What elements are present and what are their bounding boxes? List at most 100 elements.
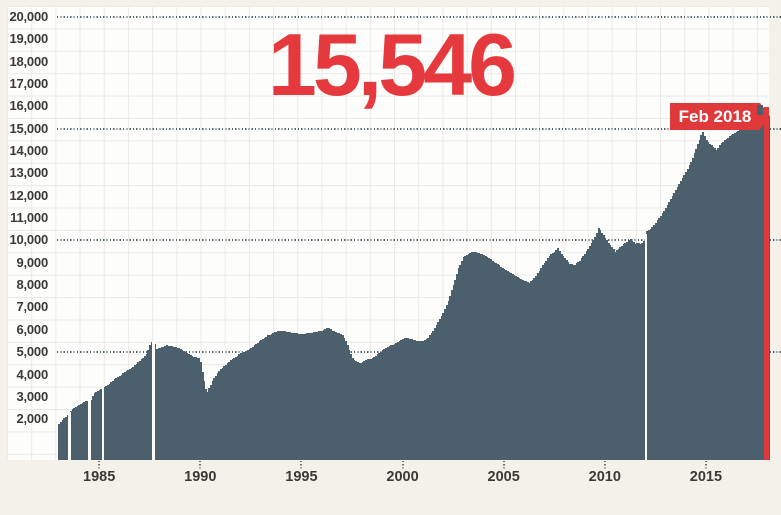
bar [420, 341, 423, 460]
bar [272, 332, 275, 460]
bar [270, 333, 273, 460]
bar [238, 354, 241, 460]
bar [739, 130, 742, 460]
bar [110, 381, 113, 460]
y-axis-label: 5,000 [16, 344, 48, 360]
bar-gap-line [88, 399, 91, 460]
bar [305, 333, 309, 460]
bar [107, 384, 110, 460]
bar [484, 256, 487, 460]
bar [562, 256, 565, 460]
x-axis-label: 1995 [285, 469, 318, 485]
bar [639, 243, 642, 460]
bar [181, 349, 184, 460]
bar [691, 157, 695, 460]
bar-gap-line [101, 386, 105, 460]
bar [683, 175, 686, 460]
bar [378, 353, 381, 460]
bar [705, 139, 708, 460]
bar [737, 131, 740, 460]
bar [191, 355, 194, 460]
bar [550, 254, 553, 460]
bar [543, 262, 546, 460]
bar [231, 359, 234, 460]
bar [263, 337, 266, 460]
bar [487, 258, 491, 460]
bar [240, 353, 243, 460]
bar [702, 132, 705, 460]
bar [619, 247, 622, 460]
bar [393, 343, 396, 460]
bar [481, 254, 484, 460]
bar [108, 383, 111, 460]
bar [69, 410, 73, 460]
bar [133, 365, 137, 460]
x-axis-tick [502, 461, 505, 470]
bar [371, 357, 374, 460]
bar [331, 330, 334, 460]
bar [159, 347, 162, 460]
bar [260, 339, 263, 460]
bar [578, 260, 582, 460]
bar [83, 402, 86, 460]
bar [76, 405, 79, 460]
bar [358, 362, 361, 460]
bar [125, 371, 128, 460]
bar [673, 192, 676, 460]
bar [145, 354, 148, 460]
bar [626, 241, 629, 460]
bar [695, 148, 698, 460]
bar [332, 331, 336, 460]
bar [391, 344, 395, 460]
bar [624, 242, 627, 460]
bar [140, 359, 143, 460]
bar [671, 196, 674, 460]
bar [142, 357, 145, 460]
bar [417, 341, 420, 460]
bar [314, 332, 317, 460]
y-axis-label: 20,000 [9, 8, 48, 24]
bar [113, 379, 116, 460]
bar [745, 127, 749, 460]
bar [664, 207, 668, 460]
bar [373, 356, 376, 460]
bar [540, 267, 543, 460]
bar [339, 334, 342, 460]
bar [246, 349, 250, 460]
bar [85, 401, 88, 460]
bar [144, 356, 147, 460]
bar [744, 128, 747, 460]
last-bar-tip [757, 105, 763, 115]
bar [95, 392, 98, 460]
y-axis-label: 15,000 [9, 120, 48, 136]
bar [235, 356, 238, 460]
bar [577, 262, 580, 460]
x-axis-tick [401, 461, 404, 470]
bar [466, 254, 469, 460]
x-axis-tick [98, 461, 101, 470]
bar [128, 368, 132, 460]
bar [595, 232, 598, 460]
bar [427, 337, 430, 460]
bar [482, 254, 486, 460]
date-badge: Feb 2018 [670, 103, 770, 130]
bar [513, 275, 516, 460]
bar [208, 388, 211, 460]
bar [277, 331, 280, 460]
bar-gap-line [152, 341, 155, 460]
bar [649, 229, 652, 460]
x-axis-label: 2015 [689, 469, 723, 485]
bar [560, 253, 563, 460]
bar [289, 332, 292, 460]
bar [676, 187, 679, 460]
bar [63, 418, 66, 460]
bar [398, 341, 401, 460]
bar [245, 350, 248, 460]
bar [375, 355, 378, 460]
bar [715, 149, 718, 460]
bar [568, 263, 572, 460]
bar [762, 114, 765, 460]
bar [521, 279, 524, 460]
bar [599, 230, 602, 460]
